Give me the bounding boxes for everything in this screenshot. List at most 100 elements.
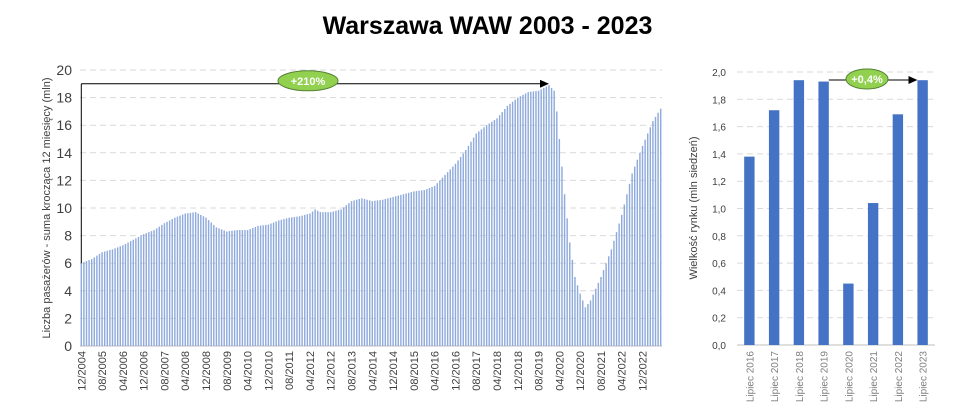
bar [85, 261, 88, 346]
bar [426, 189, 428, 346]
bar [241, 230, 244, 346]
y-tick-label: 18 [56, 90, 72, 106]
x-tick-label: 12/2010 [263, 351, 275, 391]
bar [558, 139, 561, 346]
bar [452, 166, 454, 346]
bar [397, 195, 399, 346]
bar [649, 127, 652, 347]
bar [340, 209, 342, 346]
bar [187, 213, 189, 346]
bar [509, 103, 511, 346]
bar [239, 230, 241, 346]
bar [423, 190, 425, 346]
bar [233, 230, 236, 346]
bar [366, 199, 368, 346]
bar [137, 236, 140, 346]
bar [309, 213, 311, 346]
bar [584, 307, 587, 346]
bar [431, 186, 433, 346]
bar [478, 131, 480, 346]
bar [83, 262, 85, 346]
bar [439, 180, 441, 346]
bar [475, 133, 477, 346]
bar [493, 120, 496, 346]
bar [405, 193, 407, 346]
bar [132, 239, 134, 346]
y-tick-label: 4 [64, 283, 72, 299]
bar [275, 221, 277, 346]
bar [563, 194, 566, 346]
bar [472, 137, 475, 346]
bar [579, 293, 581, 346]
bar [319, 212, 322, 346]
bar [504, 108, 506, 347]
y-tick-label: 1,4 [712, 150, 726, 161]
bar [257, 225, 259, 346]
bar [446, 172, 449, 346]
right-gridlines [737, 71, 935, 346]
x-tick-label: 12/2022 [638, 351, 650, 391]
bar [867, 203, 879, 345]
chart-title: Warszawa WAW 2003 - 2023 [322, 12, 653, 40]
bar [265, 224, 267, 346]
x-tick-label: 04/2010 [243, 351, 255, 391]
bar [350, 201, 353, 346]
bar [252, 228, 254, 346]
bar [636, 159, 639, 346]
bar [628, 183, 631, 346]
bar [483, 127, 485, 347]
bar [480, 129, 483, 346]
bar [353, 200, 355, 346]
bar [467, 145, 470, 346]
bar [114, 248, 116, 346]
bar [330, 212, 332, 346]
bar [348, 203, 350, 346]
x-tick-label: 04/2022 [617, 351, 629, 391]
bar [615, 232, 618, 346]
bar [311, 211, 314, 346]
bar [205, 217, 207, 346]
bar [618, 223, 620, 346]
bar [459, 156, 462, 346]
y-tick-label: 1,0 [712, 205, 726, 216]
x-tick-label: 08/2005 [97, 351, 109, 391]
y-tick-label: 0,2 [712, 314, 726, 325]
bar [441, 177, 444, 346]
bar [106, 250, 108, 346]
x-tick-label: Lipiec 2022 [894, 351, 905, 403]
bar [631, 173, 633, 346]
bar [179, 215, 181, 346]
bar [506, 105, 509, 346]
x-tick-label: 08/2019 [534, 351, 546, 391]
bar [389, 197, 392, 346]
left-annotation: +210% [80, 70, 549, 264]
bar [444, 174, 446, 346]
bar [892, 114, 904, 345]
bar [413, 191, 415, 346]
bar [226, 231, 228, 346]
bar [101, 252, 103, 346]
bar [96, 255, 98, 346]
bar [639, 152, 641, 346]
y-tick-label: 12 [56, 172, 72, 188]
bar [116, 247, 119, 346]
bar [587, 303, 589, 346]
bar [345, 205, 348, 346]
bar [249, 229, 251, 346]
bar [337, 210, 340, 346]
bar [267, 224, 270, 346]
bar [296, 216, 298, 347]
y-tick-label: 0,0 [712, 341, 726, 352]
bar [98, 253, 101, 346]
x-tick-label: 08/2011 [284, 351, 296, 390]
x-tick-label: Lipiec 2019 [820, 351, 831, 403]
bar [145, 233, 147, 346]
bar [535, 91, 537, 346]
bar [400, 194, 402, 346]
bar [306, 214, 309, 346]
bar [514, 99, 516, 346]
bar [298, 216, 301, 346]
bar [623, 204, 626, 346]
bar [608, 256, 610, 346]
bar [218, 228, 220, 346]
